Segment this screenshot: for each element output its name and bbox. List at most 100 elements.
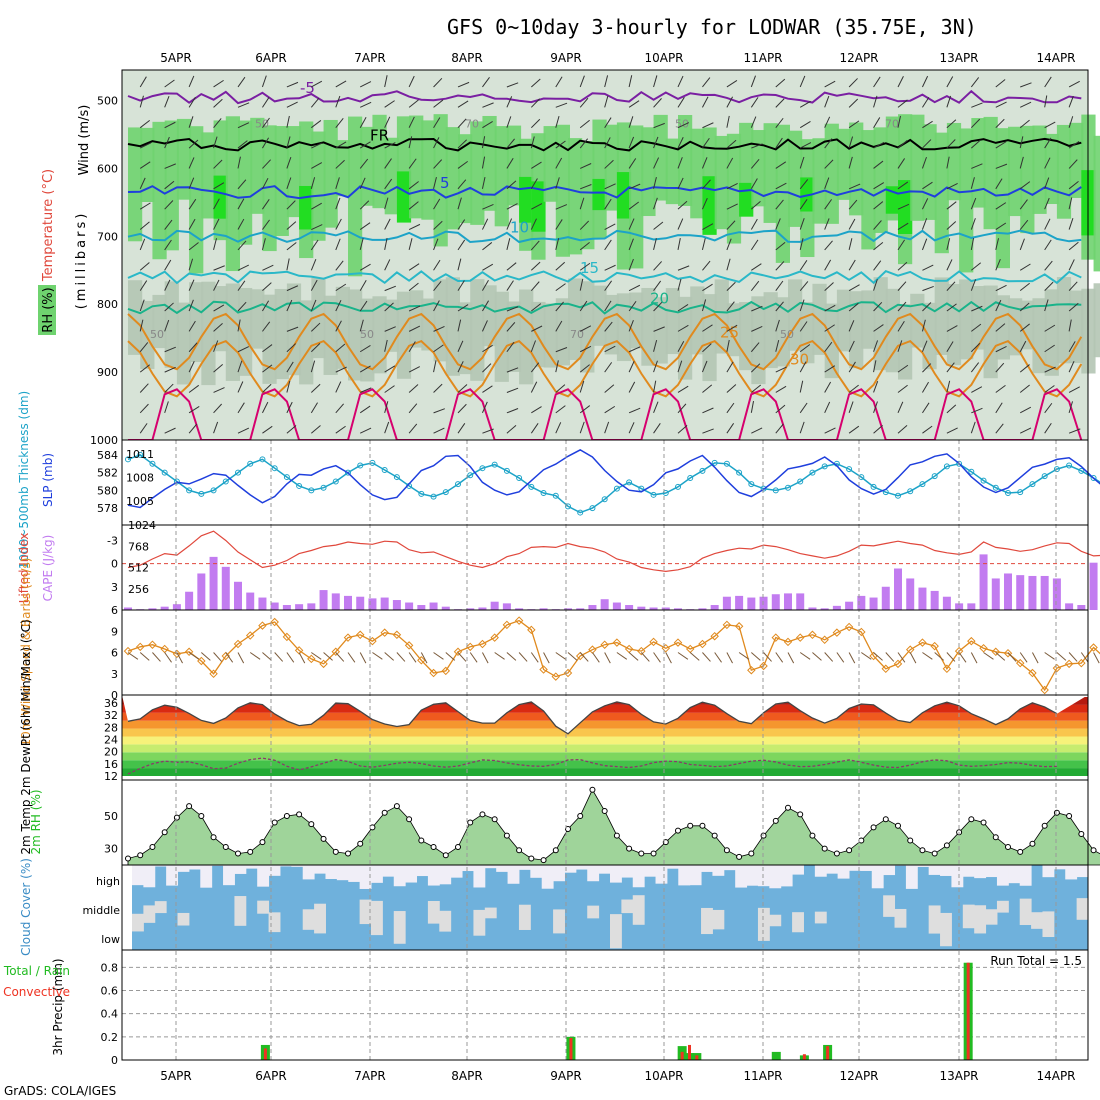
wind-barb <box>1019 406 1032 414</box>
rh-point <box>687 822 694 829</box>
isotherm-label: -5 <box>300 79 315 97</box>
cloud-gap <box>735 865 748 888</box>
wind-barb <box>677 403 687 414</box>
wind-speed-point <box>160 644 169 654</box>
wind-speed-point <box>368 636 377 646</box>
wind-barb <box>335 343 346 353</box>
wind-barb <box>408 75 415 88</box>
wind-barb <box>555 422 562 434</box>
slp-axis-label: SLP (mb) <box>41 453 55 507</box>
wind-barb <box>921 340 928 352</box>
wind-barb <box>433 77 443 88</box>
wind-speed-point <box>893 659 903 669</box>
wind-speed-point <box>942 664 952 674</box>
slp-tick: 1011 <box>126 448 154 461</box>
wind-barb <box>310 322 321 332</box>
cape-bar <box>820 608 829 610</box>
wind-speed-point <box>478 639 487 649</box>
cloud-gap <box>177 865 190 872</box>
rh-point <box>283 812 290 819</box>
wind-barb <box>335 260 344 271</box>
thickness-point <box>503 467 510 474</box>
wind-barb <box>1044 402 1053 414</box>
wind-speed-point <box>1028 668 1037 678</box>
precip-legend-total: Total / Rain <box>3 964 70 978</box>
wind-barb <box>335 118 344 129</box>
rh-contour-label: 50 <box>360 328 374 341</box>
wind-speed-point <box>465 642 475 652</box>
wind-barb <box>1068 241 1079 251</box>
wind-barb <box>482 385 493 393</box>
wind-barb <box>970 177 975 189</box>
cloud-gap <box>302 909 315 930</box>
wind-barb <box>848 361 856 373</box>
wind-barb <box>702 122 714 129</box>
rh-point <box>332 848 339 855</box>
wind-barb <box>726 139 737 149</box>
rh-band <box>653 297 668 364</box>
wind-barb <box>433 137 440 149</box>
rh-band <box>836 128 852 200</box>
wind-barb <box>457 403 467 414</box>
wind-speed-point <box>832 628 842 637</box>
rh-band <box>238 120 253 245</box>
wind-barb <box>139 238 146 251</box>
thickness-point <box>528 483 535 490</box>
wind-barb <box>628 407 641 414</box>
cape-bar <box>429 602 438 610</box>
wind-speed-point <box>930 641 939 651</box>
rh-band <box>409 290 424 348</box>
cloud-gap <box>951 865 964 888</box>
precip-total-bar <box>771 1051 781 1060</box>
surface-wind-barb <box>359 652 367 664</box>
cloud-gap <box>371 865 383 883</box>
wind-barb <box>702 223 714 230</box>
cloud-gap <box>177 912 190 926</box>
wind-barb <box>848 199 858 210</box>
wind-barb <box>897 99 908 108</box>
wind-barb <box>555 320 563 332</box>
wind-barb <box>188 116 194 128</box>
wind-barb <box>1019 302 1030 312</box>
wind-barb <box>310 383 321 393</box>
rh-band <box>580 281 595 373</box>
wind-barb <box>995 238 1000 251</box>
wind-barb <box>653 301 663 312</box>
cloud-gap <box>883 895 896 917</box>
rh-band <box>788 130 803 227</box>
cloud-gap <box>712 909 725 930</box>
surface-wind-barb <box>225 652 234 663</box>
wind-speed-point <box>490 633 499 642</box>
thickness-point <box>125 456 131 463</box>
wind-barb <box>1019 156 1024 169</box>
wind-barb <box>726 258 731 271</box>
wind-barb <box>824 259 832 271</box>
thickness-point <box>772 487 779 494</box>
surface-wind-barb <box>201 652 211 661</box>
wind-barb <box>726 220 736 230</box>
rh-point <box>528 855 535 862</box>
wind-barb <box>677 324 689 332</box>
thickness-point <box>846 466 853 473</box>
wind-barb <box>653 280 662 291</box>
wind-barb <box>873 360 877 373</box>
cloud-gap <box>518 865 531 870</box>
surface-wind-barb <box>702 652 711 662</box>
wind-barb <box>726 96 734 108</box>
wind-barb <box>677 340 685 352</box>
rh-band <box>164 120 179 251</box>
wind-barb <box>384 259 391 271</box>
cape-bar <box>600 599 609 610</box>
rh-band <box>702 294 717 382</box>
wind-barb <box>213 421 219 434</box>
rh-band <box>751 296 766 385</box>
wind-barb <box>482 203 494 210</box>
surface-wind-barb <box>311 652 322 660</box>
rh-band <box>140 300 155 369</box>
wind-barb <box>506 280 514 291</box>
wind-barb <box>1044 197 1050 210</box>
cape-bar <box>612 602 621 610</box>
wind-barb <box>213 403 223 414</box>
wind-barb <box>286 326 299 332</box>
surface-wind-barb <box>995 652 1006 661</box>
